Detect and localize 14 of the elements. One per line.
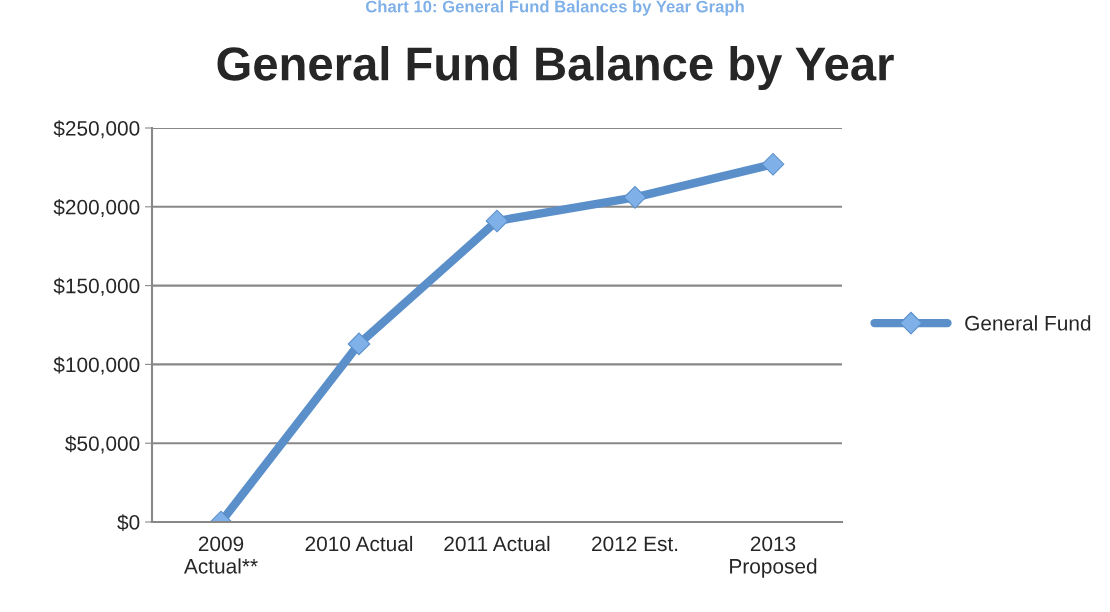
legend-label: General Fund [965,315,1091,331]
x-tick-label: 2011 Actual [444,535,550,552]
x-tick-label: 2013 Proposed [730,536,817,578]
x-tick-label: 2010 Actual [305,535,413,552]
y-tick-label: $200,000 [53,198,140,218]
x-tick-label: 2009 Actual** [183,536,258,574]
chart-title: General Fund Balance by Year [217,45,894,91]
y-tick-label: $100,000 [53,356,140,375]
y-tick-label: $0 [117,514,140,531]
y-tick-label: $150,000 [53,277,140,296]
x-tick-label: 2012 Est. [592,536,678,552]
y-tick-label: $50,000 [65,435,140,454]
caption: Chart 10: General Fund Balances by Year Graph [365,0,744,16]
y-tick-label: $250,000 [53,120,140,139]
